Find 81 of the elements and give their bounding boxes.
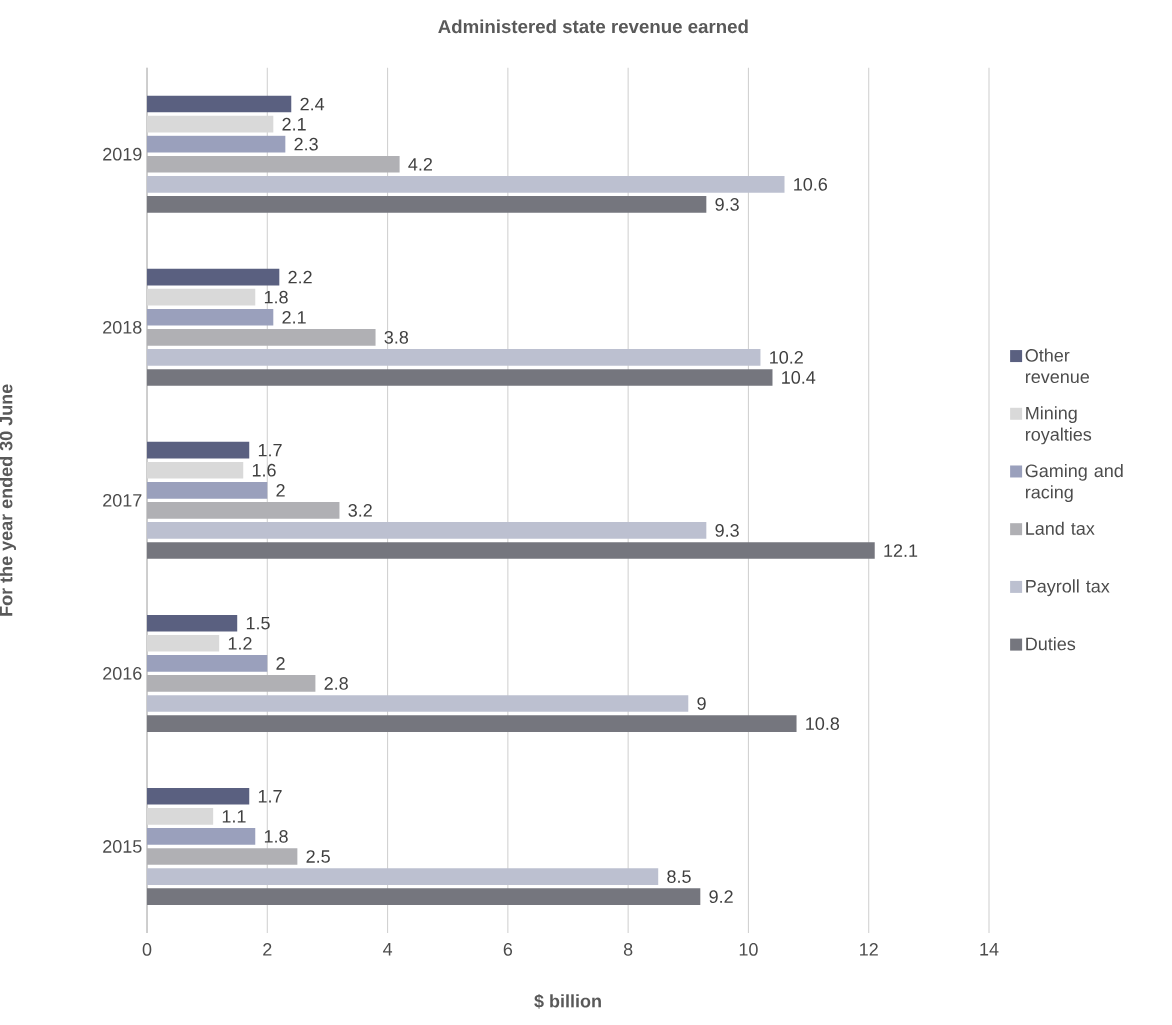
y-tick-label: 2015 bbox=[103, 840, 142, 853]
data-label: 10.8 bbox=[806, 717, 840, 730]
bar bbox=[147, 675, 316, 692]
data-label: 2.1 bbox=[282, 117, 306, 131]
x-tick-label: 0 bbox=[142, 943, 152, 956]
data-label: 4.2 bbox=[408, 157, 432, 171]
bar bbox=[147, 787, 250, 805]
data-label: 1.7 bbox=[258, 790, 282, 803]
bar bbox=[147, 288, 256, 306]
bar bbox=[147, 808, 214, 825]
legend-label: Mining royalties bbox=[1025, 406, 1092, 445]
bar bbox=[147, 268, 280, 286]
data-label: 3.8 bbox=[384, 330, 409, 344]
y-tick-label: 2019 bbox=[103, 147, 142, 161]
bar bbox=[147, 695, 689, 712]
chart-title: Administered state revenue earned bbox=[438, 19, 748, 34]
y-axis-title: For the year ended 30 June bbox=[0, 384, 17, 616]
data-label: 9.3 bbox=[715, 198, 739, 211]
data-label: 1.5 bbox=[246, 616, 270, 630]
data-label: 1.8 bbox=[264, 830, 288, 843]
bar bbox=[147, 542, 875, 559]
bar bbox=[147, 522, 707, 539]
y-tick-label: 2017 bbox=[103, 493, 142, 507]
data-label: 2 bbox=[276, 657, 285, 670]
bar bbox=[147, 481, 268, 499]
y-tick-label: 2018 bbox=[103, 320, 142, 334]
bar bbox=[147, 888, 701, 905]
data-label: 1.7 bbox=[258, 443, 282, 457]
legend-label: Gaming and racing bbox=[1025, 463, 1123, 503]
data-label: 2 bbox=[276, 484, 285, 497]
data-label: 10.6 bbox=[794, 177, 828, 191]
data-label: 9 bbox=[697, 697, 706, 710]
data-label: 10.4 bbox=[782, 371, 816, 384]
x-tick-label: 10 bbox=[739, 943, 758, 956]
data-label: 2.2 bbox=[288, 270, 312, 284]
data-label: 1.2 bbox=[228, 637, 252, 650]
bar bbox=[147, 614, 238, 632]
data-label: 12.1 bbox=[884, 544, 918, 557]
x-axis-title: $ billion bbox=[534, 993, 601, 1009]
bar bbox=[147, 349, 761, 366]
bar bbox=[147, 155, 400, 173]
bar bbox=[147, 196, 707, 213]
data-label: 1.1 bbox=[222, 810, 246, 823]
data-label: 2.3 bbox=[294, 137, 318, 151]
bar bbox=[147, 175, 785, 193]
bar bbox=[147, 461, 244, 479]
bar bbox=[147, 828, 256, 845]
x-tick-label: 4 bbox=[382, 943, 393, 956]
legend-label: Payroll tax bbox=[1026, 579, 1110, 597]
data-label: 2.5 bbox=[306, 850, 330, 863]
bar bbox=[147, 369, 773, 386]
bar bbox=[147, 848, 298, 865]
data-label: 2.8 bbox=[324, 677, 348, 690]
x-tick-label: 2 bbox=[263, 943, 272, 956]
data-label: 2.4 bbox=[300, 97, 325, 111]
data-label: 9.2 bbox=[709, 890, 733, 904]
x-tick-label: 14 bbox=[980, 943, 999, 956]
bar bbox=[147, 868, 659, 885]
data-label: 10.2 bbox=[770, 351, 803, 364]
legend-label: Land tax bbox=[1026, 521, 1095, 535]
bar bbox=[147, 715, 797, 732]
bar bbox=[147, 135, 286, 153]
data-label: 3.2 bbox=[348, 504, 372, 517]
data-label: 9.3 bbox=[715, 524, 739, 537]
data-label: 8.5 bbox=[667, 870, 691, 883]
data-label: 1.8 bbox=[264, 290, 288, 304]
data-label: 1.6 bbox=[252, 463, 276, 477]
bar bbox=[147, 655, 268, 672]
bar bbox=[147, 95, 292, 113]
y-tick-label: 2016 bbox=[103, 667, 142, 680]
data-label: 2.1 bbox=[282, 310, 306, 324]
bar bbox=[147, 308, 274, 326]
legend-label: Other revenue bbox=[1025, 348, 1090, 384]
x-tick-label: 8 bbox=[623, 943, 633, 956]
bar bbox=[147, 328, 376, 346]
legend-label: Duties bbox=[1026, 637, 1076, 651]
x-tick-label: 12 bbox=[860, 943, 878, 956]
bar bbox=[147, 502, 340, 519]
x-tick-label: 6 bbox=[503, 943, 513, 956]
bar bbox=[147, 634, 220, 652]
bar bbox=[147, 441, 250, 459]
